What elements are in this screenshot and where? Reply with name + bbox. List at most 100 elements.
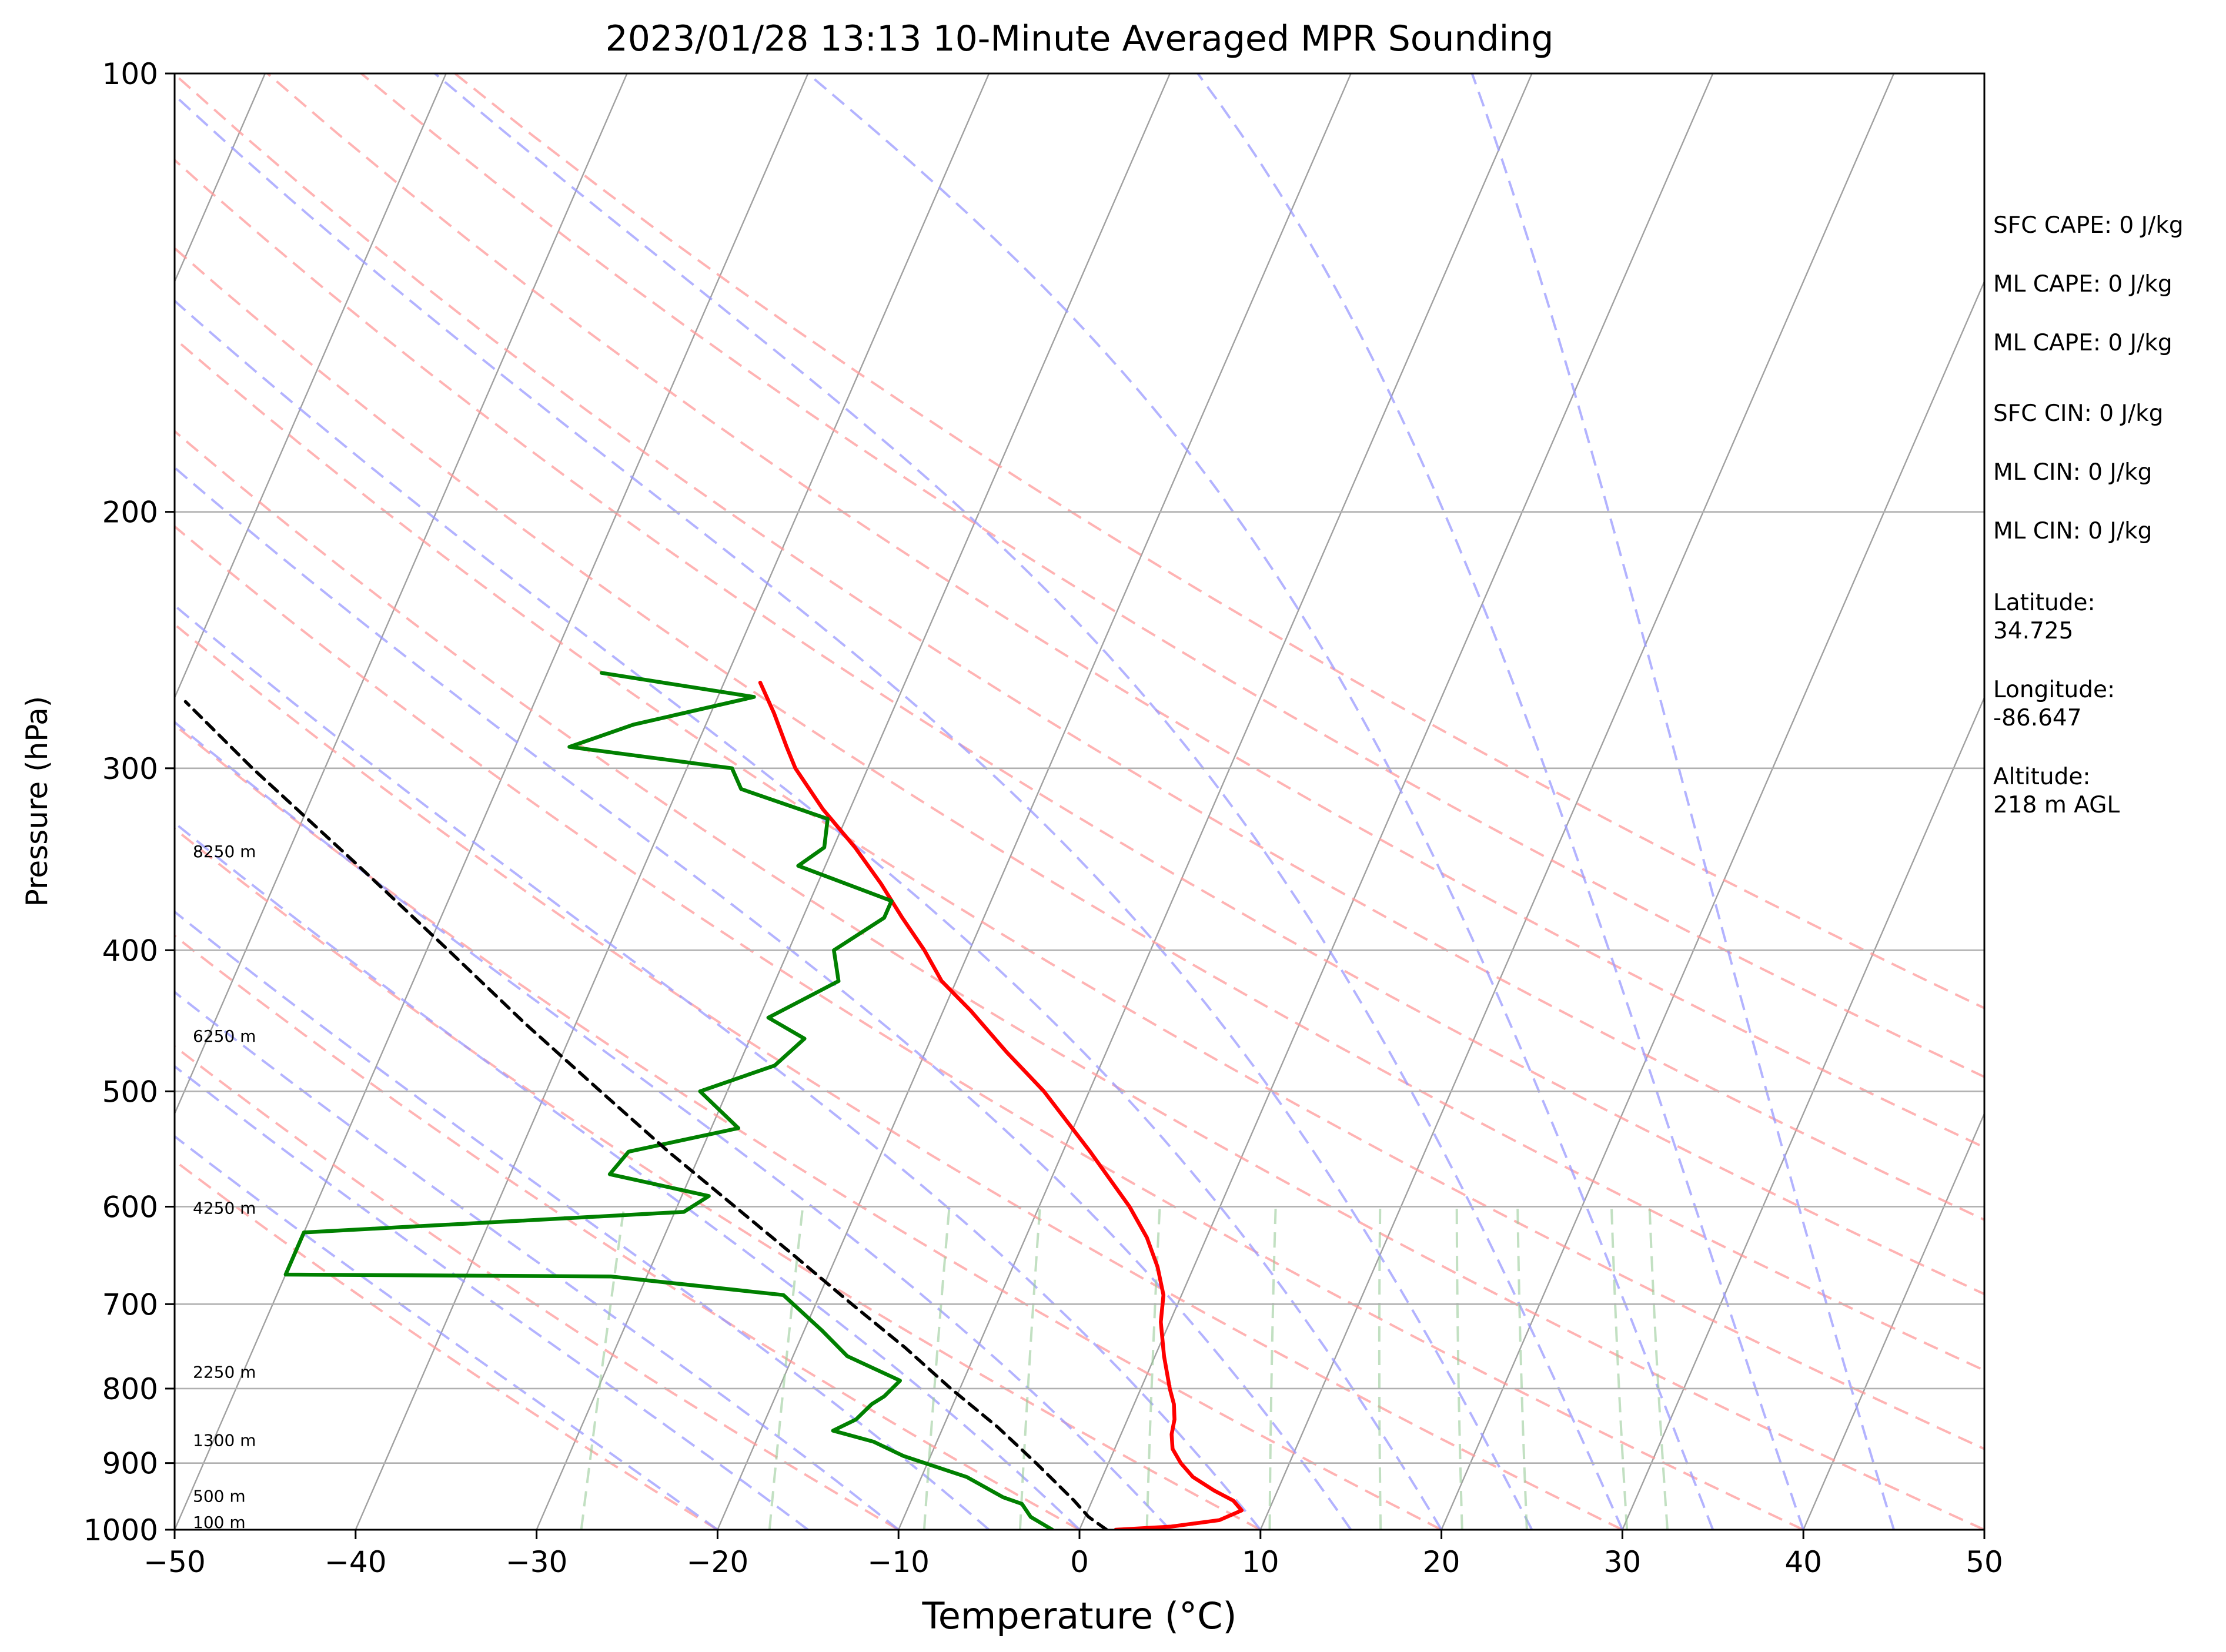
plot-frame xyxy=(173,72,1986,1531)
y-tick-label: 600 xyxy=(102,1190,158,1224)
longitude-value: -86.647 xyxy=(1993,705,2082,731)
moist-adiabat-line xyxy=(175,466,1352,1530)
y-axis-label: Pressure (hPa) xyxy=(20,696,54,907)
mixing-ratio-line xyxy=(1268,1206,1277,1530)
gridlines xyxy=(175,73,1984,1530)
ml-cape-text-2: ML CAPE: 0 J/kg xyxy=(1993,330,2172,356)
moist-adiabat-line xyxy=(175,1065,809,1530)
x-axis: −50 −40 −30 −20 −10 0 10 20 30 40 50 xyxy=(143,1530,2003,1579)
mixing-ratio-line xyxy=(1516,1206,1528,1530)
height-label: 1300 m xyxy=(193,1431,256,1450)
altitude-label: Altitude: xyxy=(1993,764,2091,790)
dry-adiabat-line xyxy=(175,524,1804,1530)
moist-adiabat-line xyxy=(175,299,1443,1530)
moist-adiabat-line xyxy=(807,73,1714,1530)
isotherm-line xyxy=(1622,695,1984,1530)
moist-adiabat-line xyxy=(175,93,1533,1530)
moist-adiabat-line xyxy=(175,991,900,1530)
dry-adiabat-line xyxy=(175,246,1984,1372)
y-tick-label: 800 xyxy=(102,1372,158,1406)
isotherm-line xyxy=(355,73,990,1530)
dry-adiabat-line xyxy=(175,158,1984,1296)
y-tick-label: 1000 xyxy=(83,1513,158,1547)
moist-adiabat-line xyxy=(175,910,990,1530)
isotherm-line xyxy=(175,73,447,700)
dry-adiabat-line xyxy=(454,73,1984,1009)
altitude-value: 218 m AGL xyxy=(1993,792,2120,818)
isotherm-line xyxy=(1259,73,1895,1530)
dry-adiabat-line xyxy=(175,827,1261,1530)
moist-adiabat-line xyxy=(1470,73,1896,1530)
latitude-value: 34.725 xyxy=(1993,618,2074,644)
ml-cape-text: ML CAPE: 0 J/kg xyxy=(1993,271,2172,297)
sfc-cape-text: SFC CAPE: 0 J/kg xyxy=(1993,212,2184,239)
x-axis-label: Temperature (°C) xyxy=(921,1594,1236,1637)
dry-adiabat-line xyxy=(360,73,1984,1078)
x-tick-label: −20 xyxy=(687,1545,749,1579)
temperature-trace xyxy=(758,680,1244,1530)
y-axis: 100 200 300 400 500 600 700 800 900 1000 xyxy=(83,57,175,1547)
sounding-traces xyxy=(183,671,1244,1530)
isotherm-line xyxy=(717,73,1352,1530)
sfc-cin-text: SFC CIN: 0 J/kg xyxy=(1993,400,2164,427)
isotherm-line xyxy=(175,73,809,1530)
x-tick-label: 0 xyxy=(1070,1545,1089,1579)
dewpoint-trace xyxy=(283,671,1055,1530)
x-tick-label: 10 xyxy=(1242,1545,1279,1579)
isotherm-line xyxy=(536,73,1171,1530)
mixing-ratio-line xyxy=(768,1206,804,1530)
x-tick-label: −30 xyxy=(506,1545,568,1579)
background-lines xyxy=(175,73,1984,1530)
mixing-ratio-line xyxy=(1018,1206,1041,1530)
y-tick-label: 300 xyxy=(102,752,158,786)
dry-adiabat-line xyxy=(175,73,1984,1222)
height-label: 4250 m xyxy=(193,1198,256,1218)
isotherm-line xyxy=(1078,73,1714,1530)
height-label: 6250 m xyxy=(193,1026,256,1046)
dry-adiabat-line xyxy=(175,337,1984,1450)
dry-adiabat-line xyxy=(175,1159,718,1530)
isotherm-line xyxy=(898,73,1533,1530)
y-tick-label: 500 xyxy=(102,1075,158,1109)
mixing-ratio-line xyxy=(1648,1206,1669,1530)
parcel-trace xyxy=(183,700,1108,1530)
x-tick-label: −10 xyxy=(867,1545,930,1579)
x-tick-label: 40 xyxy=(1784,1545,1822,1579)
y-tick-label: 100 xyxy=(102,57,158,91)
dry-adiabat-line xyxy=(175,1045,900,1530)
moist-adiabat-line xyxy=(175,720,1171,1530)
chart-title: 2023/01/28 13:13 10-Minute Averaged MPR … xyxy=(606,18,1554,59)
dry-adiabat-line xyxy=(175,723,1442,1530)
x-tick-label: −40 xyxy=(325,1545,387,1579)
moist-adiabat-line xyxy=(1196,73,1805,1530)
y-tick-label: 200 xyxy=(102,496,158,530)
dry-adiabat-line xyxy=(266,73,1984,1149)
moist-adiabat-line xyxy=(175,1135,718,1530)
height-label: 2250 m xyxy=(193,1362,256,1382)
dry-adiabat-line xyxy=(175,934,1080,1530)
y-tick-label: 400 xyxy=(102,934,158,968)
x-tick-label: 20 xyxy=(1423,1545,1460,1579)
longitude-label: Longitude: xyxy=(1993,677,2115,703)
y-tick-label: 700 xyxy=(102,1288,158,1322)
y-tick-label: 900 xyxy=(102,1447,158,1481)
x-tick-label: −50 xyxy=(143,1545,206,1579)
isotherm-line xyxy=(1440,279,1984,1530)
height-label: 8250 m xyxy=(193,842,256,861)
isotherm-line xyxy=(1803,1112,1984,1530)
latitude-label: Latitude: xyxy=(1993,590,2095,616)
mixing-ratio-line xyxy=(1610,1206,1629,1530)
ml-cin-text: ML CIN: 0 J/kg xyxy=(1993,459,2153,486)
moist-adiabat-line xyxy=(175,604,1262,1530)
ml-cin-text-2: ML CIN: 0 J/kg xyxy=(1993,518,2153,544)
moist-adiabat-line xyxy=(175,821,1081,1530)
dry-adiabat-line xyxy=(175,429,1984,1530)
moist-adiabat-line xyxy=(434,73,1624,1530)
height-label: 500 m xyxy=(193,1487,246,1506)
x-tick-label: 30 xyxy=(1604,1545,1642,1579)
x-tick-label: 50 xyxy=(1966,1545,2003,1579)
mixing-ratio-line xyxy=(1455,1206,1463,1530)
isotherm-line xyxy=(175,73,628,1116)
